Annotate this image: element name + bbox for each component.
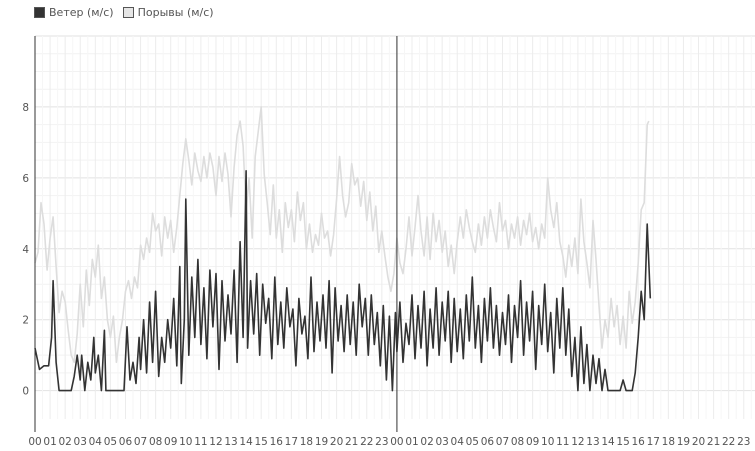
legend-item-gusts[interactable]: Порывы (м/с) [122,5,214,19]
x-tick-label: 17 [647,436,660,448]
x-tick-label: 04 [89,436,103,448]
x-tick-label: 23 [737,436,750,448]
x-tick-label: 11 [556,436,569,448]
y-axis-ticks: 0 2 4 6 8 [22,102,29,398]
legend-swatch-wind [34,6,45,18]
y-tick-label: 8 [22,102,29,114]
x-tick-label: 18 [662,436,675,448]
x-tick-label: 12 [571,436,584,448]
x-tick-label: 05 [466,436,479,448]
legend-label-wind: Ветер (м/с) [49,5,114,19]
x-tick-label: 03 [435,436,448,448]
x-tick-label: 01 [405,436,418,448]
x-tick-label: 02 [420,436,433,448]
legend: Ветер (м/с) Порывы (м/с) [34,4,223,20]
x-tick-label: 20 [330,436,343,448]
x-tick-label: 15 [255,436,268,448]
y-tick-label: 2 [22,315,29,327]
x-axis-ticks: 00 01 02 03 04 05 06 07 08 09 10 11 12 13 14 15 16 17 18 19… [28,436,750,448]
x-tick-label: 02 [58,436,71,448]
day-boundaries [34,36,398,432]
y-tick-label: 4 [22,244,29,256]
x-tick-label: 07 [496,436,509,448]
x-tick-label: 10 [541,436,554,448]
x-tick-label: 19 [315,436,328,448]
series-line-gusts [34,106,650,364]
x-tick-label: 16 [632,436,646,448]
x-tick-label: 00 [390,436,403,448]
x-tick-label: 19 [677,436,690,448]
x-tick-label: 08 [511,436,524,448]
x-tick-label: 04 [451,436,465,448]
x-tick-label: 20 [692,436,705,448]
x-tick-label: 17 [285,436,298,448]
x-tick-label: 16 [270,436,284,448]
legend-swatch-gusts [122,6,134,18]
x-tick-label: 23 [375,436,388,448]
x-tick-label: 00 [28,436,41,448]
x-tick-label: 21 [345,436,358,448]
series-line-wind [34,170,652,392]
x-tick-label: 12 [209,436,222,448]
x-tick-label: 09 [164,436,177,448]
x-tick-label: 14 [239,436,253,448]
x-tick-label: 01 [43,436,56,448]
x-tick-label: 18 [300,436,313,448]
x-tick-label: 11 [194,436,207,448]
x-tick-label: 10 [179,436,192,448]
x-tick-label: 22 [360,436,373,448]
x-tick-label: 22 [722,436,735,448]
legend-item-wind[interactable]: Ветер (м/с) [34,6,114,19]
x-tick-label: 07 [134,436,147,448]
x-tick-label: 14 [601,436,615,448]
x-tick-label: 13 [586,436,599,448]
x-tick-label: 08 [149,436,162,448]
x-tick-label: 05 [104,436,117,448]
x-tick-label: 06 [119,436,133,448]
x-tick-label: 03 [74,436,87,448]
x-tick-label: 13 [224,436,237,448]
legend-label-gusts: Порывы (м/с) [137,5,214,19]
y-tick-label: 0 [22,386,29,398]
y-tick-label: 6 [22,173,29,185]
series-layer [34,106,652,392]
x-tick-label: 15 [616,436,629,448]
x-tick-label: 06 [481,436,495,448]
x-tick-label: 09 [526,436,539,448]
x-tick-label: 21 [707,436,720,448]
